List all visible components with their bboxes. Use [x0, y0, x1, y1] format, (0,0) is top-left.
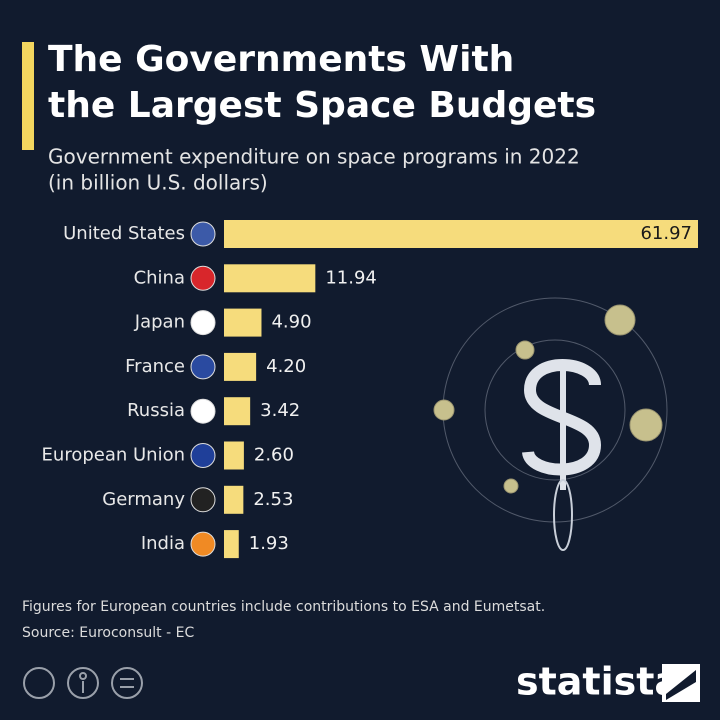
flag-icon	[190, 487, 216, 513]
value-label: 4.90	[271, 312, 311, 333]
subtitle: (in billion U.S. dollars)	[48, 171, 268, 195]
chart-title: the Largest Space Budgets	[48, 85, 596, 126]
category-label: China	[134, 267, 185, 288]
value-label: 3.42	[260, 400, 300, 421]
flag-icon	[190, 221, 216, 247]
bar	[224, 352, 257, 381]
value-label: 2.53	[253, 489, 293, 510]
title-accent	[22, 42, 34, 150]
license-icons	[23, 667, 143, 699]
flag-icon	[190, 354, 216, 380]
flag-icon	[190, 310, 216, 336]
flag-icon	[190, 265, 216, 291]
flag-icon	[190, 443, 216, 468]
value-label: 4.20	[266, 356, 306, 377]
flag-icon	[190, 398, 216, 424]
category-label: France	[125, 356, 185, 377]
bar	[224, 441, 244, 470]
bar	[224, 308, 262, 337]
subtitle: Government expenditure on space programs…	[48, 145, 580, 169]
bar	[224, 220, 698, 248]
illustration	[433, 297, 668, 551]
bar	[224, 397, 251, 426]
category-label: United States	[63, 223, 185, 244]
category-label: European Union	[42, 445, 185, 466]
brand-icon-mark	[666, 670, 696, 700]
category-label: Russia	[127, 400, 185, 421]
value-label: 1.93	[249, 533, 289, 554]
category-label: Japan	[134, 312, 185, 333]
bar	[224, 485, 244, 514]
source: Source: Euroconsult - EC	[22, 625, 194, 641]
chart-title: The Governments With	[48, 39, 514, 80]
value-label: 11.94	[325, 267, 377, 288]
flag-icon	[190, 531, 216, 557]
bar	[224, 530, 239, 559]
value-label: 2.60	[254, 445, 294, 466]
note: Figures for European countries include c…	[22, 599, 545, 615]
value-label: 61.97	[640, 223, 692, 244]
category-label: Germany	[102, 489, 185, 510]
brand-logo: statista	[516, 660, 680, 704]
bar	[224, 264, 316, 293]
category-label: India	[141, 533, 185, 554]
